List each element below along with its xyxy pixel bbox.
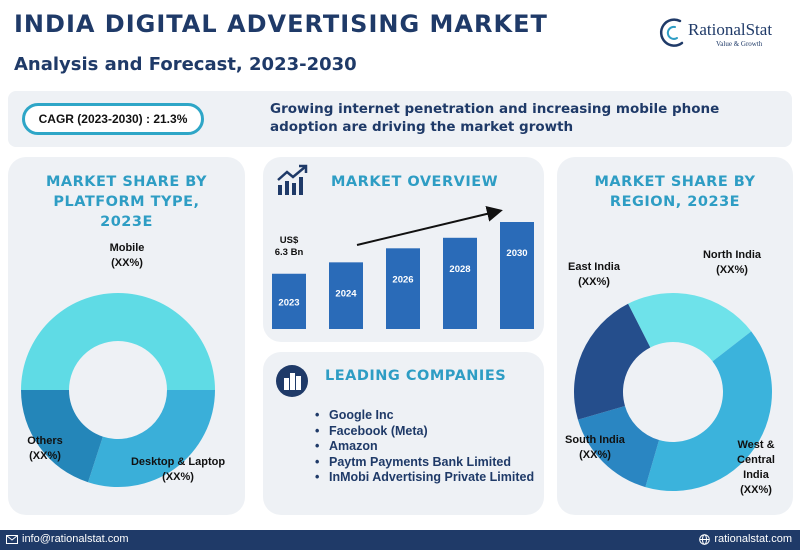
- bar-2023: [272, 273, 306, 329]
- list-item: Paytm Payments Bank Limited: [315, 455, 539, 471]
- platform-donut-chart: [21, 293, 215, 487]
- platform-share-title: MARKET SHARE BY PLATFORM TYPE, 2023E: [45, 174, 208, 230]
- region-share-title: MARKET SHARE BY REGION, 2023E: [594, 174, 756, 210]
- email-icon: [6, 534, 18, 544]
- page-title: INDIA DIGITAL ADVERTISING MARKET: [14, 10, 548, 38]
- start-value-currency: US$: [279, 235, 299, 246]
- platform-label-mobile: Mobile (XX%): [87, 241, 167, 271]
- region-label-north-value: (XX%): [716, 264, 748, 276]
- market-overview-bar-chart: 2023 2024 2026 2028 2030: [272, 206, 534, 329]
- companies-list: Google Inc Facebook (Meta) Amazon Paytm …: [315, 408, 539, 486]
- bar-label-2026: 2026: [392, 274, 413, 285]
- logo-tagline: Value & Growth: [716, 40, 763, 48]
- bar-label-2028: 2028: [449, 264, 470, 275]
- leading-companies-panel: LEADING COMPANIES Google Inc Facebook (M…: [263, 352, 544, 515]
- growth-trend-arrow: [356, 206, 503, 246]
- leading-companies-title: LEADING COMPANIES: [325, 368, 507, 384]
- logo-swirl-icon: [659, 18, 684, 47]
- region-label-west-central-value: (XX%): [740, 484, 772, 496]
- bar-2028: [443, 237, 477, 329]
- platform-label-others-value: (XX%): [29, 450, 61, 462]
- region-slice-west-central-india: [645, 331, 772, 491]
- footer-email-text: info@rationalstat.com: [22, 533, 129, 545]
- logo-name: RationalStat: [688, 20, 773, 39]
- region-label-north-name: North India: [702, 249, 762, 261]
- region-label-north: North India (XX%): [687, 248, 777, 278]
- platform-label-desktop-name: Desktop & Laptop: [130, 456, 226, 468]
- globe-icon: [699, 533, 711, 545]
- region-label-east-value: (XX%): [578, 276, 610, 288]
- platform-label-others-name: Others: [27, 435, 63, 447]
- platform-label-desktop-value: (XX%): [162, 471, 194, 483]
- start-value-annotation: US$ 6.3 Bn: [269, 235, 309, 259]
- region-share-panel: MARKET SHARE BY REGION, 2023E North Indi…: [557, 157, 793, 515]
- region-slice-north-india: [628, 293, 752, 362]
- bar-2024: [329, 262, 363, 329]
- bar-label-2023: 2023: [278, 297, 299, 308]
- list-item: Google Inc: [315, 408, 539, 424]
- footer-bar: info@rationalstat.com rationalstat.com: [0, 530, 800, 550]
- buildings-icon: [276, 365, 308, 397]
- region-slice-south-india: [577, 405, 660, 488]
- growth-driver-text: Growing internet penetration and increas…: [270, 101, 720, 135]
- region-label-east-name: East India: [568, 261, 620, 273]
- region-label-west-central-name: West & Central India: [737, 439, 775, 481]
- platform-slice-others: [21, 390, 103, 483]
- footer-email[interactable]: info@rationalstat.com: [6, 533, 129, 545]
- platform-label-mobile-name: Mobile: [109, 242, 145, 254]
- bar-label-2024: 2024: [335, 288, 357, 299]
- company-logo: RationalStat Value & Growth: [658, 16, 794, 54]
- region-donut-chart: [574, 293, 772, 491]
- start-value-amount: 6.3 Bn: [274, 247, 304, 258]
- bar-2030: [500, 222, 534, 329]
- platform-label-mobile-value: (XX%): [111, 257, 143, 269]
- platform-label-desktop: Desktop & Laptop (XX%): [124, 455, 232, 485]
- cagr-banner: CAGR (2023-2030) : 21.3% Growing interne…: [8, 91, 792, 147]
- region-slice-east-india: [574, 303, 651, 420]
- platform-slice-desktop-laptop: [88, 390, 215, 487]
- region-label-east: East India (XX%): [561, 260, 627, 290]
- market-overview-title: MARKET OVERVIEW: [331, 174, 499, 190]
- region-label-west-central: West & Central India (XX%): [725, 438, 787, 498]
- list-item: Facebook (Meta): [315, 424, 539, 440]
- bar-2026: [386, 248, 420, 329]
- region-label-south-value: (XX%): [579, 449, 611, 461]
- platform-slice-mobile: [21, 293, 215, 390]
- region-label-south-name: South India: [565, 434, 625, 446]
- trend-chart-icon: [277, 164, 308, 195]
- cagr-badge: CAGR (2023-2030) : 21.3%: [22, 103, 204, 135]
- list-item: InMobi Advertising Private Limited: [315, 470, 539, 486]
- list-item: Amazon: [315, 439, 539, 455]
- footer-website[interactable]: rationalstat.com: [699, 533, 792, 545]
- page-subtitle: Analysis and Forecast, 2023-2030: [14, 54, 357, 75]
- platform-share-panel: MARKET SHARE BY PLATFORM TYPE, 2023E Mob…: [8, 157, 245, 515]
- platform-label-others: Others (XX%): [18, 434, 72, 464]
- bar-label-2030: 2030: [506, 248, 527, 259]
- footer-website-text: rationalstat.com: [714, 533, 792, 545]
- market-overview-panel: MARKET OVERVIEW 2023 2024 2026 2028 2030 US$…: [263, 157, 544, 342]
- region-label-south: South India (XX%): [559, 433, 631, 463]
